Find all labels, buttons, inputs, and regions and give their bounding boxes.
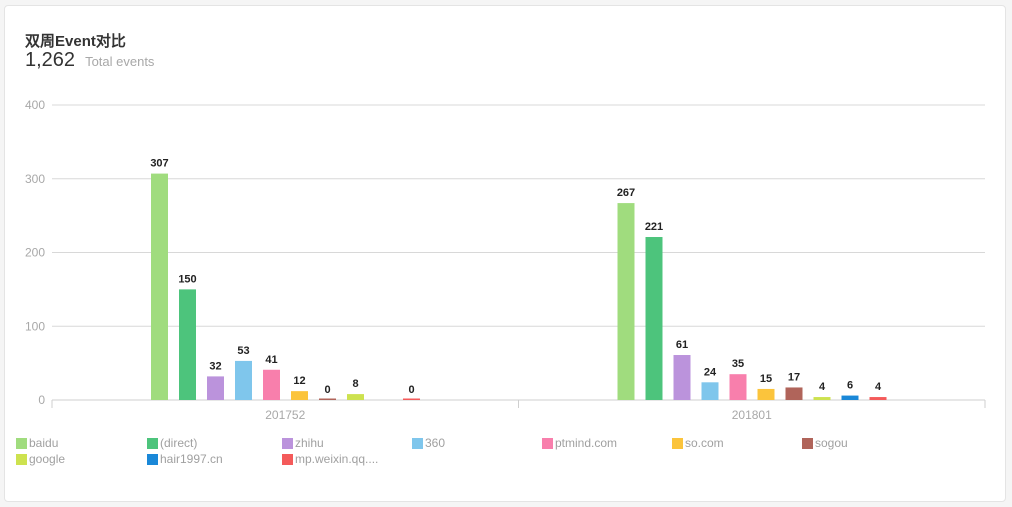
legend-item[interactable]: zhihu [282,435,324,451]
data-label: 4 [875,381,882,393]
legend-label: google [29,452,66,466]
data-label: 8 [352,378,358,390]
data-label: 53 [237,345,249,357]
x-tick-label: 201752 [265,408,305,422]
legend-item[interactable]: baidu [16,435,58,451]
legend-item[interactable]: sogou [802,435,848,451]
bar [207,376,224,400]
legend-item[interactable]: 360 [412,435,445,451]
legend-item[interactable]: hair1997.cn [147,451,223,467]
data-label: 0 [324,384,330,396]
legend-label: baidu [29,436,59,450]
legend-label: (direct) [160,436,198,450]
legend-label: zhihu [295,436,324,450]
chart-title: 双周Event对比 [25,33,126,50]
y-tick-label: 100 [25,319,45,333]
chart-card: 双周Event对比 1,262 Total events [4,5,1006,502]
bar [701,382,719,400]
legend-swatch [412,437,423,449]
bar [617,203,635,400]
total-events-label: Total events [85,54,155,69]
legend-label: hair1997.cn [160,452,223,466]
legend-swatch [542,437,553,449]
legend-label: ptmind.com [555,436,618,450]
bar [729,374,747,400]
bar [841,395,859,400]
data-label: 6 [847,380,853,392]
data-label: 0 [408,384,414,396]
legend-swatch [16,437,27,449]
bar [235,360,252,400]
bar [347,394,364,400]
data-label: 61 [676,339,688,351]
bar [151,173,168,400]
total-events-value: 1,262 [25,49,76,71]
legend-item[interactable]: so.com [672,435,724,451]
x-tick-label: 201801 [732,408,772,422]
data-label: 41 [265,354,277,366]
bar [319,398,336,400]
bar [869,397,887,400]
legend-item[interactable]: ptmind.com [542,435,617,451]
bar [403,398,420,400]
legend-swatch [282,437,293,449]
legend-swatch [282,453,293,465]
data-label: 150 [178,273,196,285]
legend-swatch [802,437,813,449]
data-label: 15 [760,373,772,385]
data-label: 17 [788,371,800,383]
legend-swatch [16,453,27,465]
data-label: 32 [209,360,221,372]
data-label: 24 [704,366,717,378]
bar [179,289,196,400]
data-label: 4 [819,381,826,393]
y-tick-label: 0 [38,393,45,407]
legend-item[interactable]: (direct) [147,435,197,451]
bar [813,397,831,400]
bar [757,388,775,400]
legend-swatch [147,437,158,449]
legend-item[interactable]: google [16,451,65,467]
data-label: 307 [150,158,168,170]
legend-label: mp.weixin.qq.... [295,452,379,466]
legend-label: so.com [685,436,724,450]
data-label: 12 [293,375,305,387]
data-label: 221 [645,221,663,233]
legend-label: sogou [815,436,848,450]
y-tick-label: 400 [25,98,45,112]
legend-swatch [672,437,683,449]
legend-item[interactable]: mp.weixin.qq.... [282,451,378,467]
total-summary: 1,262 Total events [25,49,154,72]
bar [673,355,691,400]
legend-swatch [147,453,158,465]
legend-label: 360 [425,436,446,450]
bar [291,391,308,400]
data-label: 35 [732,358,744,370]
bar [263,369,280,400]
y-tick-label: 300 [25,172,45,186]
data-label: 267 [617,187,635,199]
bar [785,387,803,400]
y-tick-label: 200 [25,246,45,260]
bar [645,237,663,400]
